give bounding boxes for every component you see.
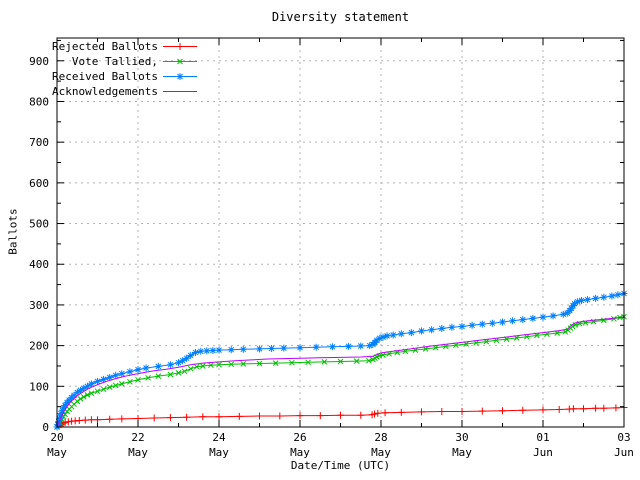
svg-text:May: May — [452, 446, 472, 459]
svg-text:May: May — [209, 446, 229, 459]
svg-text:900: 900 — [29, 55, 49, 68]
svg-text:20: 20 — [50, 431, 63, 444]
y-axis-title: Ballots — [6, 208, 20, 255]
svg-text:100: 100 — [29, 380, 49, 393]
svg-text:600: 600 — [29, 177, 49, 190]
svg-text:May: May — [47, 446, 67, 459]
svg-text:May: May — [371, 446, 391, 459]
svg-text:26: 26 — [293, 431, 306, 444]
svg-text:28: 28 — [374, 431, 387, 444]
svg-text:500: 500 — [29, 218, 49, 231]
svg-text:700: 700 — [29, 136, 49, 149]
legend-item-rejected-ballots: Rejected Ballots — [48, 39, 197, 54]
legend-item-received-ballots: Received Ballots — [48, 69, 197, 84]
legend-label: Vote Tallied, — [71, 55, 158, 68]
svg-text:800: 800 — [29, 95, 49, 108]
svg-text:Jun: Jun — [533, 446, 553, 459]
svg-text:03: 03 — [617, 431, 630, 444]
svg-text:24: 24 — [212, 431, 226, 444]
legend-label: Rejected Ballots — [52, 40, 158, 53]
legend-item-vote-tallied: Vote Tallied, — [48, 54, 197, 69]
legend-sample-line-icon — [163, 58, 197, 65]
legend-sample-line-icon — [163, 73, 197, 80]
svg-text:400: 400 — [29, 258, 49, 271]
svg-text:May: May — [128, 446, 148, 459]
svg-text:May: May — [290, 446, 310, 459]
legend-label: Received Ballots — [52, 70, 158, 83]
svg-text:300: 300 — [29, 299, 49, 312]
svg-text:30: 30 — [455, 431, 468, 444]
svg-text:0: 0 — [42, 421, 49, 434]
svg-text:Jun: Jun — [614, 446, 634, 459]
legend-sample-line-icon — [163, 43, 197, 50]
svg-text:22: 22 — [131, 431, 144, 444]
svg-text:01: 01 — [536, 431, 549, 444]
svg-text:200: 200 — [29, 340, 49, 353]
legend-item-acknowledgements: Acknowledgements — [48, 84, 197, 99]
legend-sample-line-icon — [163, 91, 197, 92]
chart-title: Diversity statement — [271, 10, 410, 24]
x-axis-title: Date/Time (UTC) — [290, 459, 391, 472]
legend: Rejected Ballots Vote Tallied, Received … — [48, 39, 197, 99]
legend-label: Acknowledgements — [52, 85, 158, 98]
